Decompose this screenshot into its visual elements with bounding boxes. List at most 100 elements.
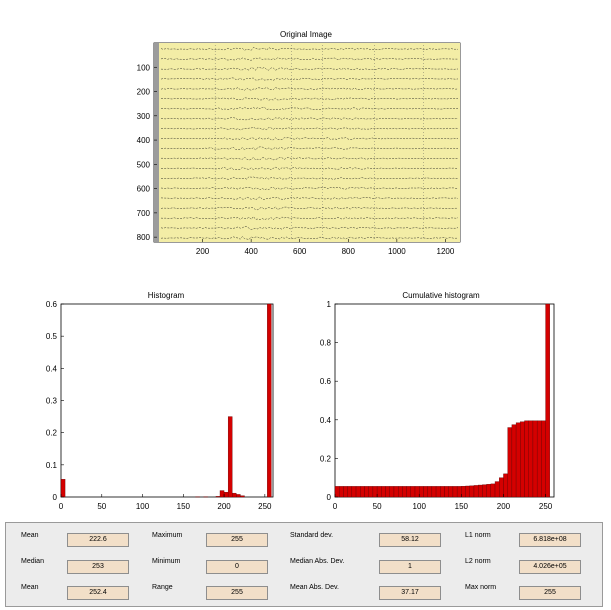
cumulative-y-tick-label: 0.6 xyxy=(320,377,332,386)
cumulative-bar-33 xyxy=(473,485,479,498)
cumulative-bar-32 xyxy=(469,485,475,498)
original-image-axes: 200 400 600 800 1000 1200 100 200 300 400 500 600 70… xyxy=(137,63,455,256)
cumulative-bar-16 xyxy=(402,486,407,498)
orig-y-tick-label: 800 xyxy=(137,233,151,242)
waveform-trace-19 xyxy=(160,236,459,240)
histogram-bar-9 xyxy=(240,495,245,498)
waveform-trace-2 xyxy=(160,66,459,71)
cumulative-bar-19 xyxy=(414,486,420,498)
histogram-bar-6 xyxy=(227,416,233,498)
histogram-title: Histogram xyxy=(148,291,185,300)
histogram-y-tick-label: 0 xyxy=(53,493,58,502)
histogram-x-tick-label: 150 xyxy=(177,502,191,511)
waveform-trace-0 xyxy=(160,47,458,51)
orig-y-tick-label: 200 xyxy=(137,88,151,97)
waveform-trace-11 xyxy=(161,156,459,161)
histogram-bar-5 xyxy=(223,492,229,498)
cumulative-bar-47 xyxy=(532,420,538,498)
orig-y-tick-label: 100 xyxy=(137,63,151,72)
orig-x-tick-label: 400 xyxy=(244,247,258,256)
histogram-y-tick-label: 0.2 xyxy=(46,429,58,438)
histogram-bar-10 xyxy=(267,303,272,498)
stat-value-median-abs-dev: 1 xyxy=(379,560,441,574)
waveform-trace-7 xyxy=(160,117,459,121)
waveform-trace-10 xyxy=(161,146,459,151)
original-image-figure: Original Image 200 400 600 800 1000 120010020… xyxy=(137,30,461,256)
cumulative-y-tick-label: 0.4 xyxy=(320,416,332,425)
stat-value-maximum: 255 xyxy=(206,533,268,547)
stat-label-l1-norm: L1 norm xyxy=(465,532,491,539)
cumulative-bar-43 xyxy=(515,422,521,498)
cumulative-bar-26 xyxy=(444,486,449,498)
cumulative-x-tick-label: 0 xyxy=(333,502,338,511)
stat-value-mean-2: 252.4 xyxy=(67,586,129,600)
stat-label-minimum: Minimum xyxy=(152,558,181,565)
cumulative-bar-12 xyxy=(385,486,390,498)
cumulative-bar-7 xyxy=(364,486,369,498)
waveform-trace-9 xyxy=(160,137,458,141)
cumulative-bar-40 xyxy=(503,473,508,498)
stat-label-median-abs-dev: Median Abs. Dev. xyxy=(290,558,345,565)
orig-y-tick-label: 500 xyxy=(137,160,151,169)
cumulative-bar-50 xyxy=(545,303,550,498)
cumulative-bar-31 xyxy=(465,485,470,498)
cumulative-bar-1 xyxy=(339,486,344,498)
waveform-trace-12 xyxy=(160,166,459,170)
cumulative-bar-48 xyxy=(536,420,542,498)
cumulative-bar-0 xyxy=(334,486,340,498)
waveform-trace-6 xyxy=(160,106,459,111)
stat-label-standard-dev: Standard dev. xyxy=(290,532,334,539)
cumulative-bar-42 xyxy=(511,424,517,498)
cumulative-bar-2 xyxy=(343,486,348,498)
original-image-title: Original Image xyxy=(280,30,333,39)
cumulative-bar-30 xyxy=(461,486,466,498)
stat-value-range: 255 xyxy=(206,586,268,600)
cumulative-bar-9 xyxy=(372,486,378,498)
histogram-y-tick-label: 0.5 xyxy=(46,332,58,341)
stat-label-mean-2: Mean xyxy=(21,584,39,591)
cumulative-y-tick-label: 0.8 xyxy=(320,339,332,348)
stat-label-max-norm: Max norm xyxy=(465,584,497,591)
histogram-chart: Histogram 0 50 100 150 200 250 0 0.1 0.2 0.3 0.4 0.… xyxy=(46,291,274,511)
histogram-x-tick-label: 200 xyxy=(217,502,231,511)
waveform-trace-14 xyxy=(160,186,459,191)
stat-value-mean-abs-dev: 37.17 xyxy=(379,586,441,600)
orig-y-tick-label: 600 xyxy=(137,185,151,194)
cumulative-bar-46 xyxy=(528,420,534,498)
cumulative-histogram-title: Cumulative histogram xyxy=(402,291,480,300)
cumulative-histogram-chart: Cumulative histogram 0 50 100 150 200 250 0 0.2… xyxy=(320,291,555,511)
cumulative-bar-34 xyxy=(478,484,483,498)
cumulative-bar-27 xyxy=(448,486,454,498)
waveform-trace-8 xyxy=(160,126,459,131)
image-left-edge-strip xyxy=(154,43,159,242)
histogram-y-tick-label: 0.3 xyxy=(46,397,58,406)
orig-y-tick-label: 400 xyxy=(137,136,151,145)
orig-y-tick-label: 300 xyxy=(137,112,151,121)
stat-value-l1-norm: 6.818e+08 xyxy=(519,533,581,547)
cumulative-bar-14 xyxy=(393,486,399,498)
cumulative-bar-39 xyxy=(499,477,504,498)
waveform-trace-3 xyxy=(160,77,459,81)
cumulative-bar-15 xyxy=(397,486,403,498)
waveform-trace-4 xyxy=(160,87,459,91)
cumulative-bar-8 xyxy=(368,486,374,498)
cumulative-bar-17 xyxy=(406,486,411,498)
cumulative-bar-24 xyxy=(435,486,441,498)
cumulative-bar-3 xyxy=(347,486,353,498)
histogram-y-tick-label: 0.6 xyxy=(46,300,58,309)
histogram-plot-frame xyxy=(60,303,274,498)
cumulative-x-tick-label: 150 xyxy=(455,502,469,511)
stat-value-minimum: 0 xyxy=(206,560,268,574)
orig-x-tick-label: 1000 xyxy=(388,247,406,256)
orig-y-tick-label: 700 xyxy=(137,209,151,218)
waveform-traces xyxy=(160,45,459,240)
cumulative-bar-18 xyxy=(410,486,416,498)
cumulative-x-tick-label: 100 xyxy=(413,502,427,511)
cumulative-bar-13 xyxy=(389,486,395,498)
stat-label-mean-abs-dev: Mean Abs. Dev. xyxy=(290,584,339,591)
histogram-y-tick-label: 0.4 xyxy=(46,364,58,373)
orig-x-tick-label: 600 xyxy=(293,247,307,256)
stat-value-median: 253 xyxy=(67,560,129,574)
stat-value-max-norm: 255 xyxy=(519,586,581,600)
stat-label-mean: Mean xyxy=(21,532,39,539)
